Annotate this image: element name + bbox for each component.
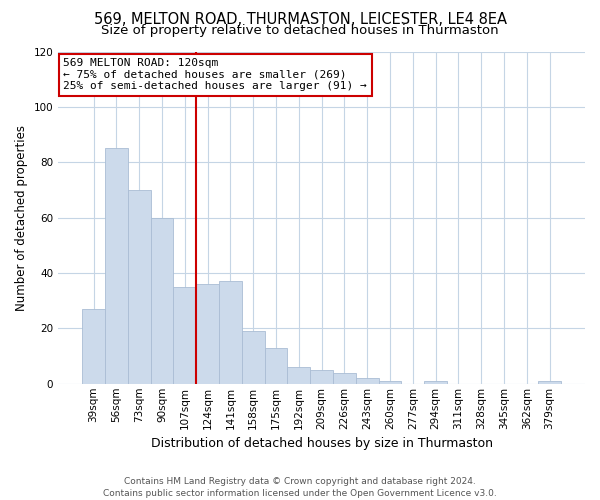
Bar (310, 370, 333, 384)
Bar (105, 148, 128, 384)
Bar (219, 282, 242, 384)
Bar (82, 309, 105, 384)
Bar (265, 348, 287, 384)
Text: 569, MELTON ROAD, THURMASTON, LEICESTER, LE4 8EA: 569, MELTON ROAD, THURMASTON, LEICESTER,… (94, 12, 506, 28)
Text: 569 MELTON ROAD: 120sqm
← 75% of detached houses are smaller (269)
25% of semi-d: 569 MELTON ROAD: 120sqm ← 75% of detache… (64, 58, 367, 92)
Y-axis label: Number of detached properties: Number of detached properties (15, 124, 28, 310)
Bar (287, 367, 310, 384)
Bar (424, 381, 447, 384)
Bar (173, 287, 196, 384)
Bar (538, 381, 561, 384)
Bar (242, 331, 265, 384)
Bar (151, 218, 173, 384)
X-axis label: Distribution of detached houses by size in Thurmaston: Distribution of detached houses by size … (151, 437, 493, 450)
Bar (356, 378, 379, 384)
Bar (128, 190, 151, 384)
Text: Contains HM Land Registry data © Crown copyright and database right 2024.
Contai: Contains HM Land Registry data © Crown c… (103, 476, 497, 498)
Bar (196, 284, 219, 384)
Bar (379, 381, 401, 384)
Text: Size of property relative to detached houses in Thurmaston: Size of property relative to detached ho… (101, 24, 499, 37)
Bar (333, 372, 356, 384)
